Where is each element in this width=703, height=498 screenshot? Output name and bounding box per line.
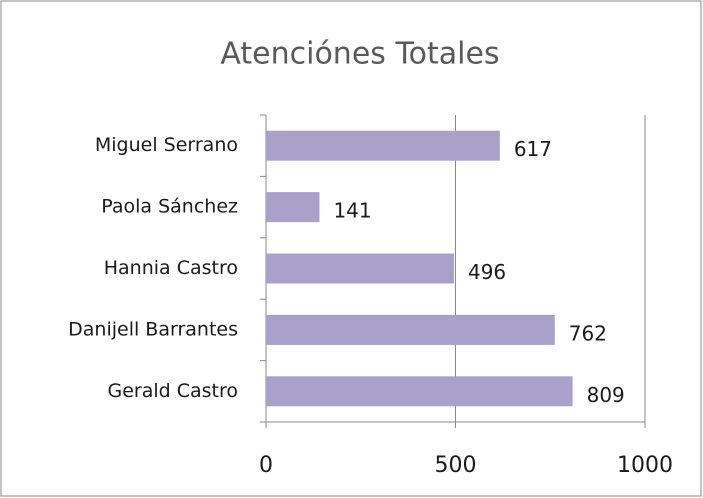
bar <box>266 376 573 407</box>
x-tick-label: 0 <box>259 453 273 478</box>
value-label: 496 <box>468 260 506 284</box>
y-tick-label: Gerald Castro <box>107 380 238 402</box>
x-tick-label: 500 <box>435 453 477 478</box>
bar <box>266 253 454 284</box>
chart-title: Atenciónes Totales <box>220 37 499 72</box>
value-label: 762 <box>569 321 607 345</box>
value-label: 809 <box>587 383 625 407</box>
y-tick-label: Danijell Barrantes <box>68 318 238 340</box>
y-tick-label: Hannia Castro <box>104 257 238 279</box>
x-tick-label: 1000 <box>617 453 673 478</box>
bar <box>266 130 500 161</box>
value-label: 617 <box>514 137 552 161</box>
y-tick-label: Paola Sánchez <box>101 196 238 218</box>
y-tick-label: Miguel Serrano <box>95 134 238 156</box>
bar <box>266 314 555 345</box>
bar <box>266 192 320 223</box>
value-label: 141 <box>333 199 371 223</box>
